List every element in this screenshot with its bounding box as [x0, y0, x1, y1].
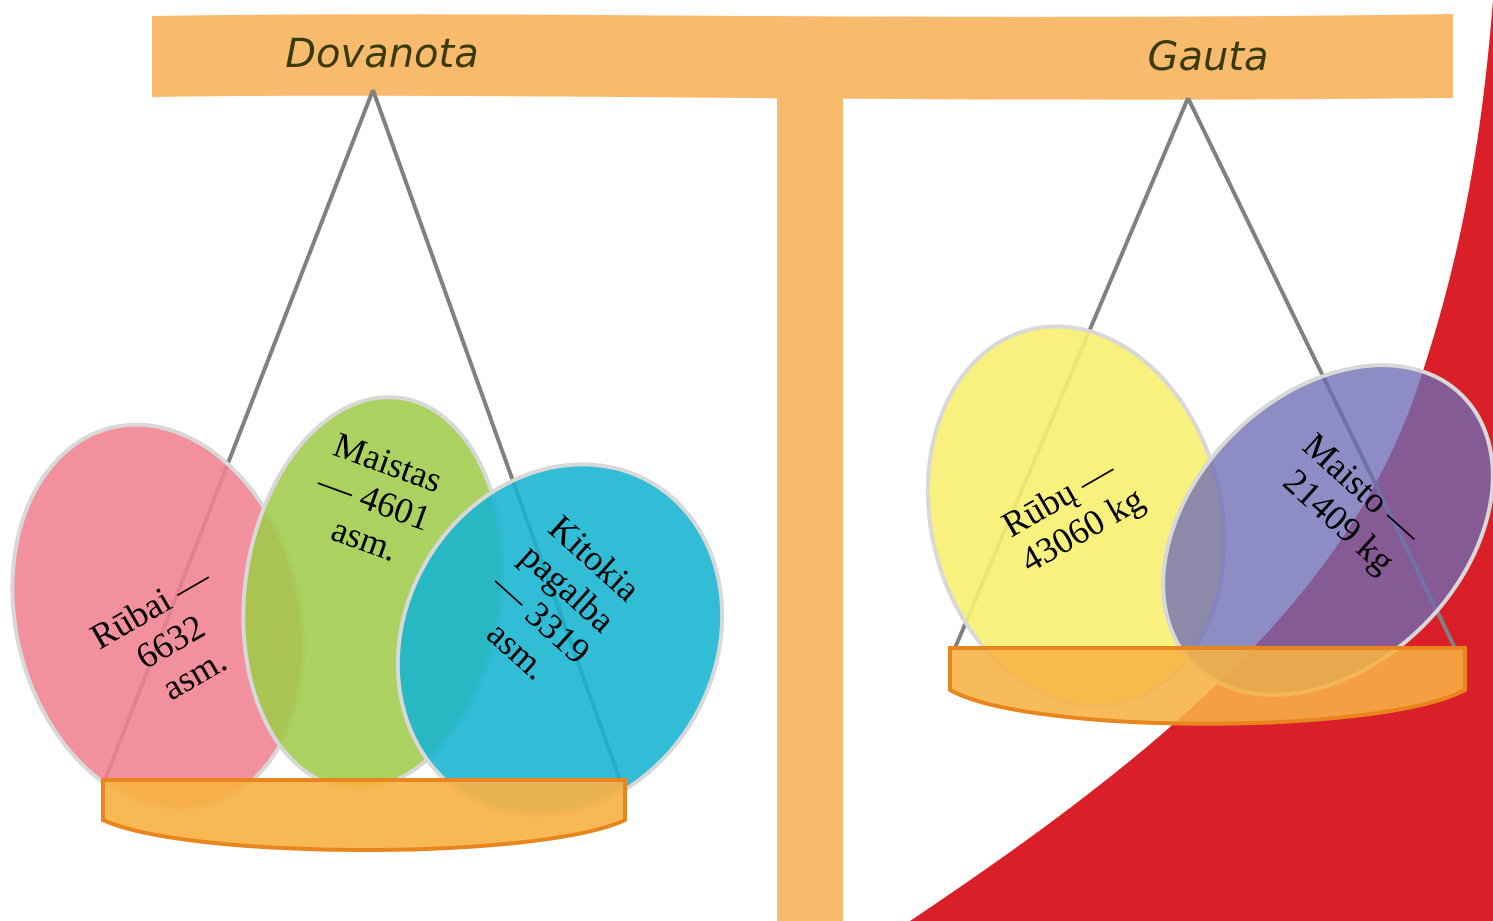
scale-beam: [152, 14, 1453, 100]
scale-post: [777, 76, 843, 921]
left-beam-title: Dovanota: [285, 31, 478, 77]
left-pan: [101, 778, 627, 852]
right-beam-title: Gauta: [1147, 34, 1268, 80]
right-pan: [948, 646, 1467, 726]
